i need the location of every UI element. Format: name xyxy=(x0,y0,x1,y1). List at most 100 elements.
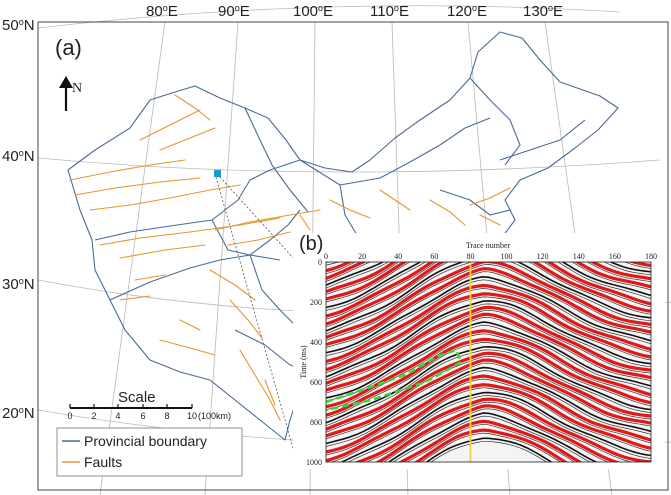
reflector-line xyxy=(326,305,651,385)
reflector-line xyxy=(326,267,651,347)
longitude-labels: 80oE 90oE 100oE 110oE 120oE 130oE xyxy=(146,3,563,20)
north-label: N xyxy=(72,81,82,96)
reflector-line xyxy=(326,262,651,326)
scale-ticks xyxy=(69,404,193,408)
reflector-line xyxy=(326,271,651,348)
inset-x-tick: 80 xyxy=(466,252,474,261)
reflector-line xyxy=(326,296,651,374)
reflector-line xyxy=(326,362,651,440)
reflector-line xyxy=(326,262,651,328)
boundary-inner-mongolia xyxy=(299,117,491,186)
reflector-line xyxy=(354,397,651,462)
latitude-label: 50oN xyxy=(2,17,35,34)
longitude-label: 90oE xyxy=(218,3,250,20)
interpreted-region xyxy=(325,348,464,412)
map-legend: Provincial boundary Faults xyxy=(56,427,243,477)
parallel-40n xyxy=(37,157,661,173)
reflector-line xyxy=(326,262,651,286)
map-frame xyxy=(37,21,669,491)
reflector-line xyxy=(413,428,569,462)
reflector-line xyxy=(326,283,651,363)
reflector-line xyxy=(326,370,651,447)
panel-label-a: (a) xyxy=(55,35,82,60)
boundary-qinghai xyxy=(211,209,301,256)
reflector-line xyxy=(326,262,651,303)
boundary-xinjiang xyxy=(94,159,301,241)
boundary-northeast-2 xyxy=(499,119,586,161)
reflector-line xyxy=(326,300,651,378)
boundary-gansu xyxy=(244,107,309,213)
reflector-line xyxy=(420,432,561,462)
reflector-line xyxy=(347,395,651,462)
inset-x-tick: 0 xyxy=(324,252,328,261)
reflector-line xyxy=(365,401,634,462)
reflector-line xyxy=(326,337,651,417)
reflector-line xyxy=(330,387,651,462)
reflector-line xyxy=(326,321,651,399)
inset-y-axis-label: Time (ms) xyxy=(299,345,308,379)
reflector-line xyxy=(326,317,651,394)
latitude-labels: 50oN 40oN 30oN 20oN xyxy=(2,17,35,422)
legend-label-boundary: Provincial boundary xyxy=(84,433,207,449)
inset-x-tick-labels: 0 20 40 60 80 100 120 140 160 180 xyxy=(324,252,657,261)
reflector-line xyxy=(406,423,576,462)
meridian-90e xyxy=(204,21,239,495)
longitude-label: 80oE xyxy=(146,3,178,20)
boundary-east xyxy=(439,189,511,216)
province-boundaries xyxy=(67,31,619,459)
reflector-line xyxy=(326,351,651,431)
reflector-line xyxy=(326,262,651,301)
seismic-plot-frame xyxy=(325,261,652,463)
reflector-line xyxy=(374,404,622,462)
svg-text:6: 6 xyxy=(140,411,145,421)
reflector-line xyxy=(326,279,651,357)
reflector-line xyxy=(397,419,584,462)
scale-tick-labels: 0 2 4 6 8 10 (100km) xyxy=(67,411,231,421)
reflector-line xyxy=(425,437,553,462)
reflector-line xyxy=(382,408,609,462)
inset-x-tick: 20 xyxy=(358,252,366,261)
reflector-line xyxy=(326,275,651,354)
reflector-line xyxy=(326,262,651,339)
latitude-label: 30oN xyxy=(2,276,35,293)
inset-x-tick: 180 xyxy=(645,252,657,261)
meridian-80e xyxy=(99,21,166,495)
parallel-50n xyxy=(37,5,621,29)
inset-y-tick: 600 xyxy=(310,378,322,387)
scale-title: Scale xyxy=(118,389,156,406)
longitude-label: 120oE xyxy=(447,3,487,20)
inset-y-tick: 200 xyxy=(310,298,322,307)
boundary-northeast xyxy=(469,77,521,166)
reflector-line xyxy=(326,383,651,462)
reflector-line xyxy=(326,355,651,433)
longitude-label: 110oE xyxy=(370,3,409,20)
inset-x-tick: 140 xyxy=(573,252,585,261)
country-outline xyxy=(67,31,619,441)
reflector-line xyxy=(326,374,651,454)
inset-y-tick: 800 xyxy=(310,418,322,427)
reflector-line xyxy=(326,303,651,381)
reflector-line xyxy=(326,292,651,372)
north-arrow: N xyxy=(59,76,82,111)
panel-label-b: (b) xyxy=(299,233,323,255)
reflector-line xyxy=(326,262,651,289)
inset-y-tick: 400 xyxy=(310,338,322,347)
reflector-line xyxy=(326,358,651,438)
reflector-line xyxy=(326,345,651,424)
reflector-line xyxy=(326,262,651,332)
inset-x-tick: 40 xyxy=(394,252,402,261)
reflector-line xyxy=(326,264,651,341)
reflector-line xyxy=(326,312,651,392)
svg-text:10: 10 xyxy=(187,411,197,421)
reflector-line xyxy=(326,349,651,427)
reflector-line xyxy=(326,342,651,419)
latitude-label: 20oN xyxy=(2,405,35,422)
seismic-reflectors xyxy=(326,262,651,462)
svg-text:0: 0 xyxy=(67,411,72,421)
inset-y-tick-labels: 0 200 400 600 800 1000 xyxy=(306,258,322,467)
reflector-line xyxy=(326,324,651,402)
reflector-line xyxy=(392,415,591,462)
inset-y-tick: 1000 xyxy=(306,458,322,467)
reflector-line xyxy=(326,262,651,309)
